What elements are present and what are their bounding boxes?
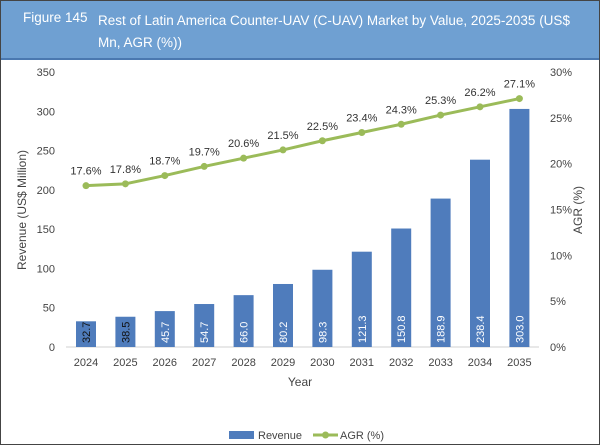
y-tick-label: 200	[37, 185, 55, 197]
agr-value-label: 17.6%	[70, 166, 101, 178]
bar-value-label: 98.3	[317, 322, 329, 343]
x-tick-label: 2029	[271, 357, 295, 369]
revenue-bar	[391, 228, 412, 347]
agr-point	[279, 146, 287, 154]
revenue-bar	[115, 316, 136, 347]
figure-header: Figure 145 Rest of Latin America Counter…	[1, 1, 599, 60]
agr-value-label: 25.3%	[425, 95, 456, 107]
agr-point	[476, 103, 484, 111]
y-tick-label: 300	[37, 106, 55, 118]
agr-value-label: 23.4%	[346, 113, 377, 125]
agr-value-label: 26.2%	[464, 87, 495, 99]
agr-point	[437, 111, 445, 119]
revenue-bar	[509, 108, 530, 347]
agr-point	[515, 95, 523, 103]
agr-value-label: 18.7%	[149, 156, 180, 168]
revenue-bar	[194, 304, 215, 347]
y-tick-label: 100	[37, 263, 55, 275]
bar-value-label: 54.7	[199, 322, 211, 343]
x-tick-label: 2028	[231, 357, 255, 369]
y-tick-label: 0	[49, 342, 55, 354]
bar-value-label: 238.4	[475, 315, 487, 343]
bar-value-label: 188.9	[436, 315, 448, 343]
agr-point	[240, 154, 248, 162]
x-tick-label: 2033	[428, 357, 452, 369]
agr-line	[85, 97, 520, 188]
y-axis-title: Revenue (US$ Million)	[15, 150, 29, 270]
agr-value-label: 27.1%	[504, 79, 535, 91]
x-tick-label: 2031	[350, 357, 374, 369]
agr-value-label: 22.5%	[307, 121, 338, 133]
revenue-bar	[351, 251, 372, 347]
x-tick-label: 2035	[507, 357, 531, 369]
x-tick-label: 2027	[192, 357, 216, 369]
agr-point	[397, 120, 405, 128]
y-tick-label: 250	[37, 146, 55, 158]
revenue-bar	[273, 283, 293, 347]
agr-point	[82, 182, 90, 190]
x-tick-label: 2030	[310, 357, 334, 369]
agr-value-label: 24.3%	[386, 104, 417, 116]
bar-value-label: 32.7	[81, 322, 93, 343]
figure-label: Figure 145	[23, 10, 88, 25]
revenue-bar	[154, 311, 175, 347]
y2-tick-label: 25%	[550, 113, 572, 125]
legend-revenue-swatch	[229, 431, 254, 439]
x-tick-label: 2025	[113, 357, 137, 369]
bar-value-label: 303.0	[514, 315, 526, 343]
x-tick-label: 2032	[389, 357, 413, 369]
x-tick-label: 2026	[153, 357, 177, 369]
agr-value-label: 17.8%	[110, 164, 141, 176]
bar-value-label: 38.5	[120, 322, 132, 343]
y2-tick-label: 10%	[550, 250, 572, 262]
revenue-bar	[312, 269, 333, 347]
legend-agr-label: AGR (%)	[340, 430, 384, 442]
chart-title: Rest of Latin America Counter-UAV (C-UAV…	[98, 13, 570, 50]
agr-point	[121, 180, 129, 188]
y2-tick-label: 5%	[550, 296, 566, 308]
x-axis-title: Year	[288, 375, 312, 389]
revenue-bar	[430, 198, 451, 347]
revenue-bar	[470, 159, 490, 347]
agr-point	[318, 137, 326, 145]
y2-tick-label: 30%	[550, 67, 572, 79]
revenue-bar	[76, 321, 96, 347]
bar-value-label: 150.8	[396, 315, 408, 343]
agr-point	[161, 172, 169, 180]
y2-axis-title: AGR (%)	[571, 186, 585, 234]
agr-value-label: 21.5%	[267, 130, 298, 142]
x-tick-label: 2024	[74, 357, 98, 369]
y-tick-label: 150	[37, 224, 55, 236]
agr-point	[358, 129, 366, 136]
x-tick-label: 2034	[468, 357, 492, 369]
y2-tick-label: 0%	[550, 342, 566, 354]
bar-value-label: 121.3	[357, 315, 369, 343]
y-tick-label: 50	[43, 303, 55, 315]
agr-value-label: 19.7%	[189, 146, 220, 158]
agr-point	[200, 162, 208, 170]
bar-value-label: 66.0	[239, 322, 251, 343]
bar-value-label: 80.2	[278, 322, 290, 343]
y2-tick-label: 15%	[550, 205, 572, 217]
legend-agr-marker	[322, 431, 329, 439]
legend-revenue-label: Revenue	[258, 430, 302, 442]
y-tick-label: 350	[37, 67, 55, 79]
bar-value-label: 45.7	[160, 322, 172, 343]
y2-tick-label: 20%	[550, 159, 572, 171]
agr-value-label: 20.6%	[228, 138, 259, 150]
revenue-bar	[233, 295, 254, 347]
